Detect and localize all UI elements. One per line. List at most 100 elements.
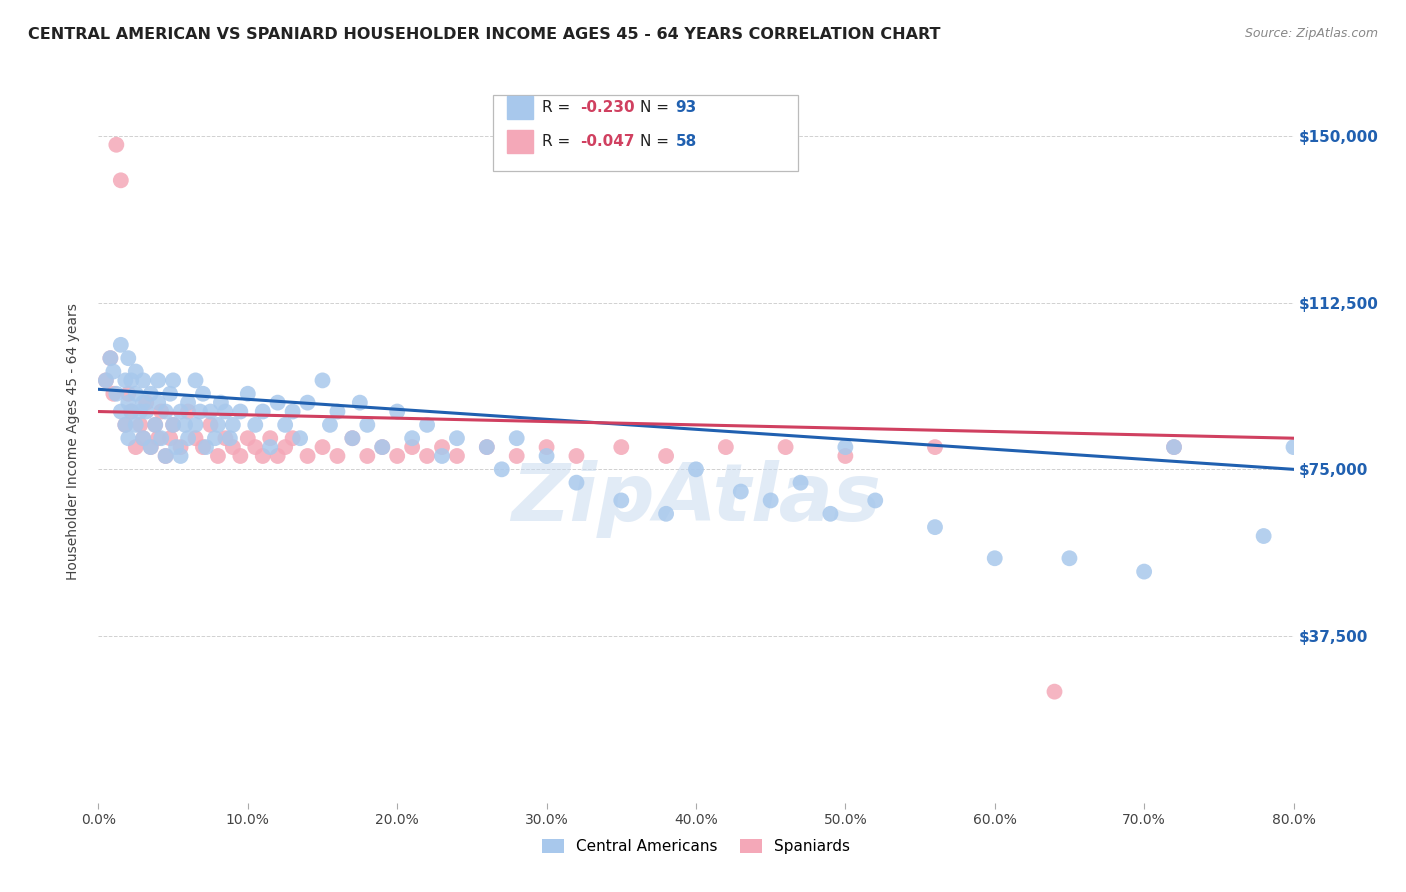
Point (274, 417, 297, 432)
Text: ZipAtlas: ZipAtlas (510, 460, 882, 539)
Point (219, 431, 242, 445)
Point (924, 520, 946, 534)
Point (565, 475, 588, 490)
Point (267, 395, 290, 409)
Text: 58: 58 (676, 134, 697, 149)
Point (148, 395, 170, 409)
Point (1282, 440, 1305, 454)
Text: -0.230: -0.230 (581, 100, 634, 115)
Point (245, 417, 267, 432)
Point (401, 440, 423, 454)
Point (155, 404, 177, 418)
Point (356, 417, 378, 432)
Point (274, 440, 297, 454)
Point (475, 440, 498, 454)
Point (685, 462, 707, 476)
FancyBboxPatch shape (508, 130, 533, 153)
Point (98, 351, 122, 366)
Point (169, 404, 191, 418)
Point (105, 137, 128, 152)
Point (820, 507, 842, 521)
Point (132, 431, 155, 445)
Point (236, 386, 259, 401)
Point (110, 338, 132, 352)
Point (114, 417, 136, 432)
Point (342, 431, 364, 445)
Point (105, 386, 128, 401)
Point (259, 440, 281, 454)
Point (430, 440, 453, 454)
Point (125, 440, 148, 454)
Point (252, 404, 274, 418)
Point (114, 417, 136, 432)
Point (117, 395, 139, 409)
FancyBboxPatch shape (494, 95, 797, 170)
Point (349, 395, 371, 409)
Point (229, 404, 252, 418)
Point (222, 440, 245, 454)
Point (110, 173, 132, 187)
Point (1133, 565, 1156, 579)
Point (1043, 684, 1066, 698)
Text: -0.047: -0.047 (581, 134, 634, 149)
Point (506, 449, 529, 463)
Point (311, 440, 333, 454)
Point (446, 449, 468, 463)
Point (177, 404, 200, 418)
Point (191, 440, 214, 454)
Point (191, 386, 214, 401)
Point (655, 507, 678, 521)
Point (236, 431, 259, 445)
Point (207, 417, 229, 432)
Point (245, 440, 267, 454)
Point (125, 386, 148, 401)
Point (94, 373, 117, 387)
Text: CENTRAL AMERICAN VS SPANIARD HOUSEHOLDER INCOME AGES 45 - 64 YEARS CORRELATION C: CENTRAL AMERICAN VS SPANIARD HOUSEHOLDER… (28, 27, 941, 42)
Point (610, 440, 633, 454)
Y-axis label: Householder Income Ages 45 - 64 years: Householder Income Ages 45 - 64 years (66, 303, 80, 580)
Text: R =: R = (541, 100, 575, 115)
Point (110, 404, 132, 418)
Point (714, 440, 737, 454)
Point (135, 404, 157, 418)
Point (775, 440, 797, 454)
Point (120, 404, 142, 418)
Point (311, 373, 333, 387)
Point (1253, 529, 1275, 543)
Text: R =: R = (541, 134, 575, 149)
Point (98, 351, 122, 366)
Point (103, 364, 125, 378)
Point (834, 440, 856, 454)
Point (229, 449, 252, 463)
Point (281, 431, 304, 445)
Point (475, 440, 498, 454)
Point (129, 404, 152, 418)
Point (356, 449, 378, 463)
Point (132, 431, 155, 445)
Point (252, 449, 274, 463)
Point (184, 373, 207, 387)
Point (129, 417, 152, 432)
Point (297, 449, 319, 463)
Point (565, 449, 588, 463)
Point (416, 449, 439, 463)
Point (155, 449, 177, 463)
Point (655, 449, 678, 463)
Point (184, 417, 207, 432)
Point (834, 449, 856, 463)
Point (385, 404, 409, 418)
Point (169, 449, 191, 463)
Point (143, 417, 166, 432)
Point (169, 440, 191, 454)
Point (103, 386, 125, 401)
Point (139, 386, 162, 401)
Point (120, 404, 142, 418)
Point (132, 373, 155, 387)
Point (342, 431, 364, 445)
Point (207, 449, 229, 463)
Point (139, 440, 162, 454)
Point (117, 386, 139, 401)
Point (155, 449, 177, 463)
Point (125, 417, 148, 432)
Point (117, 351, 139, 366)
